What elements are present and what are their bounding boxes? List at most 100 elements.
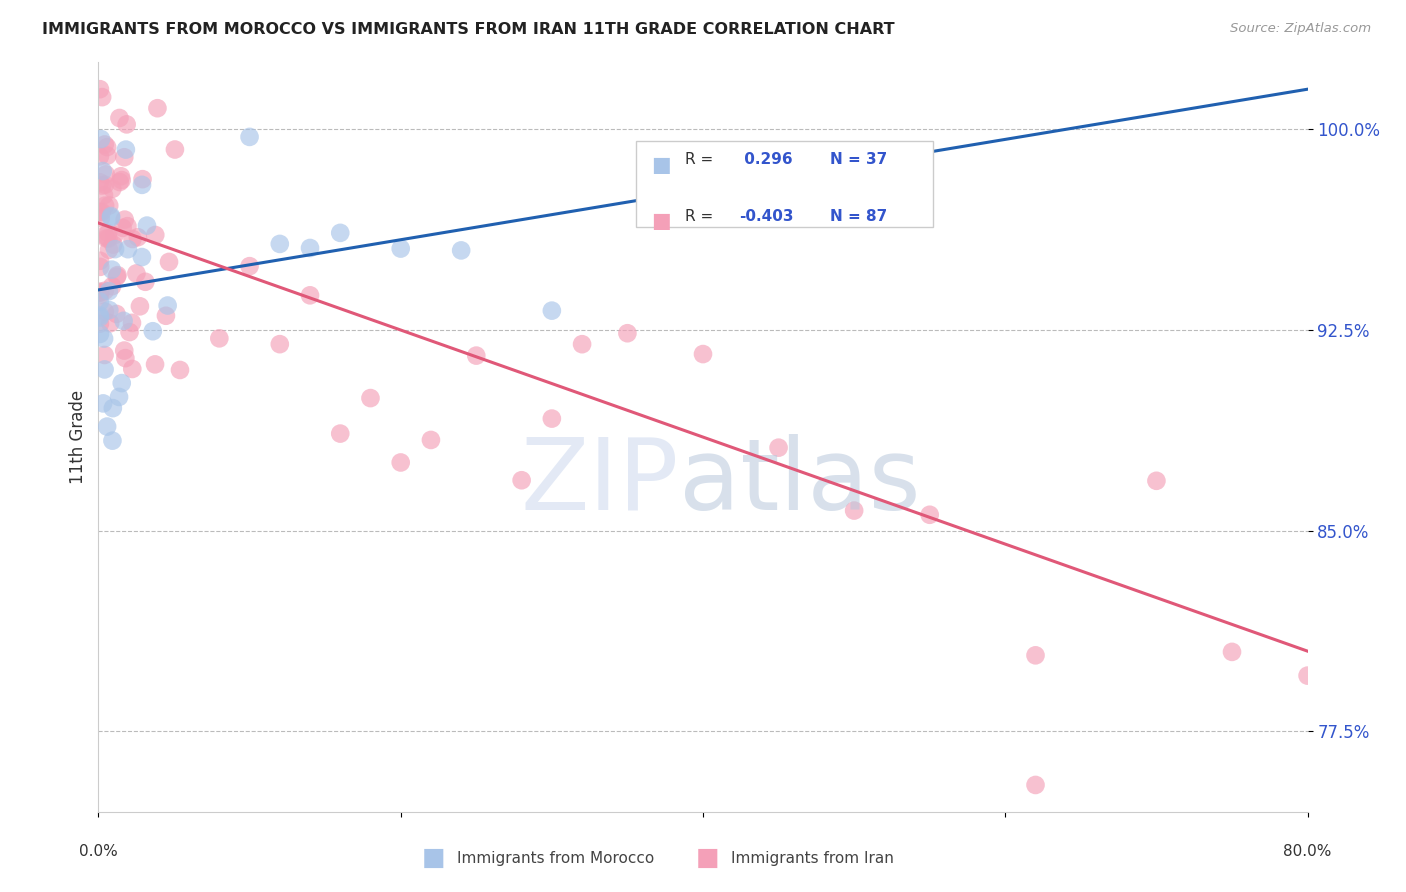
Point <box>450 244 472 258</box>
Text: -0.403: -0.403 <box>740 209 794 224</box>
Point <box>768 441 790 455</box>
Text: 0.296: 0.296 <box>740 153 793 168</box>
Point <box>104 242 127 256</box>
Text: ■: ■ <box>651 211 671 231</box>
Point <box>110 169 132 184</box>
Point <box>89 205 111 219</box>
Point <box>105 307 128 321</box>
Point <box>94 304 117 318</box>
Point <box>571 337 593 351</box>
Point <box>121 362 143 376</box>
Point <box>89 285 111 300</box>
Text: R =: R = <box>685 153 718 168</box>
Point <box>94 178 117 192</box>
Text: R =: R = <box>685 209 718 224</box>
Point <box>103 228 125 243</box>
Point <box>420 433 443 447</box>
Point <box>93 188 115 202</box>
Point <box>98 316 121 330</box>
Point <box>157 255 180 269</box>
Point <box>129 299 152 313</box>
Point <box>389 455 412 469</box>
Point <box>692 347 714 361</box>
Point <box>89 253 111 268</box>
Point <box>156 299 179 313</box>
Point <box>93 332 115 346</box>
Point <box>169 363 191 377</box>
Point <box>91 396 114 410</box>
Point <box>91 164 114 178</box>
Text: Immigrants from Iran: Immigrants from Iran <box>731 851 894 865</box>
Point <box>89 310 111 325</box>
Point <box>89 326 111 341</box>
Point <box>89 288 111 302</box>
Point <box>91 90 114 104</box>
Point <box>93 228 115 243</box>
Point <box>100 211 122 225</box>
Point <box>540 411 562 425</box>
Point <box>96 231 118 245</box>
Point <box>94 137 117 152</box>
Text: N = 37: N = 37 <box>830 153 887 168</box>
Point <box>112 314 135 328</box>
Point <box>112 343 135 358</box>
Point <box>131 250 153 264</box>
Point <box>108 111 131 125</box>
Point <box>136 219 159 233</box>
Point <box>105 269 128 284</box>
Point <box>97 284 120 298</box>
Point <box>918 508 941 522</box>
Point <box>616 326 638 341</box>
Point <box>143 357 166 371</box>
Point <box>98 303 121 318</box>
Y-axis label: 11th Grade: 11th Grade <box>69 390 87 484</box>
Point <box>101 182 124 196</box>
Point <box>329 426 352 441</box>
Point <box>96 148 118 162</box>
Point <box>94 167 117 181</box>
Text: atlas: atlas <box>679 434 921 531</box>
Point <box>1146 474 1168 488</box>
Point <box>121 232 143 246</box>
Text: IMMIGRANTS FROM MOROCCO VS IMMIGRANTS FROM IRAN 11TH GRADE CORRELATION CHART: IMMIGRANTS FROM MOROCCO VS IMMIGRANTS FR… <box>42 22 894 37</box>
Point <box>96 419 118 434</box>
Point <box>90 205 112 219</box>
Point <box>89 149 111 163</box>
Text: 0.0%: 0.0% <box>79 844 118 859</box>
Point <box>114 212 136 227</box>
Point <box>97 231 120 245</box>
Point <box>118 325 141 339</box>
Point <box>143 227 166 242</box>
Point <box>125 267 148 281</box>
Point <box>329 226 352 240</box>
Text: ■: ■ <box>696 847 720 870</box>
Point <box>89 175 111 189</box>
Point <box>299 288 322 302</box>
Point <box>98 198 121 212</box>
Point <box>89 309 111 323</box>
Point <box>121 316 143 330</box>
Point <box>94 198 117 212</box>
Point <box>1296 668 1319 682</box>
Point <box>208 331 231 345</box>
Point <box>540 303 562 318</box>
Point <box>117 219 139 234</box>
Point <box>1024 648 1046 663</box>
Point <box>89 260 111 274</box>
Point <box>108 175 131 189</box>
Point <box>89 294 111 309</box>
Point <box>98 243 121 257</box>
Point <box>101 262 124 277</box>
Text: N = 87: N = 87 <box>830 209 887 224</box>
Point <box>1220 645 1243 659</box>
Point <box>108 390 131 404</box>
Point <box>1024 778 1046 792</box>
Point <box>90 132 112 146</box>
Point <box>94 284 117 298</box>
Point <box>142 324 165 338</box>
Text: ■: ■ <box>651 154 671 175</box>
Point <box>269 236 291 251</box>
Point <box>89 285 111 299</box>
Point <box>112 150 135 164</box>
Point <box>661 154 683 169</box>
